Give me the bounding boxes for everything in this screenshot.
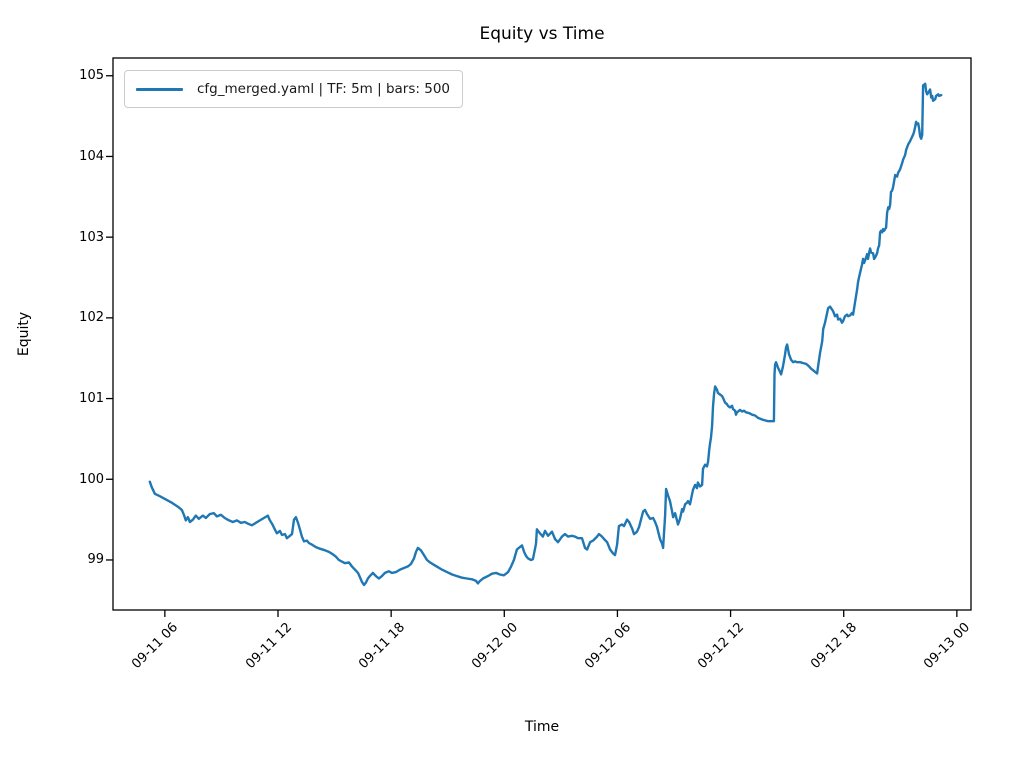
legend-box: cfg_merged.yaml | TF: 5m | bars: 500	[124, 70, 463, 108]
y-tick-label: 101	[79, 391, 104, 407]
legend-line-sample-icon	[136, 87, 183, 91]
legend-series-label: cfg_merged.yaml | TF: 5m | bars: 500	[197, 81, 450, 97]
axes-frame	[112, 57, 972, 611]
axis-tick-marks	[106, 75, 958, 617]
y-tick-label: 99	[87, 552, 104, 568]
x-axis-label: Time	[524, 719, 560, 735]
y-tick-label: 102	[79, 310, 104, 326]
y-tick-label: 100	[79, 471, 104, 487]
y-tick-label: 105	[79, 68, 104, 84]
equity-line-series	[148, 82, 943, 587]
y-tick-label: 104	[79, 148, 104, 164]
y-tick-label: 103	[79, 229, 104, 245]
y-axis-label: Equity	[16, 311, 32, 357]
chart-title: Equity vs Time	[479, 24, 605, 44]
